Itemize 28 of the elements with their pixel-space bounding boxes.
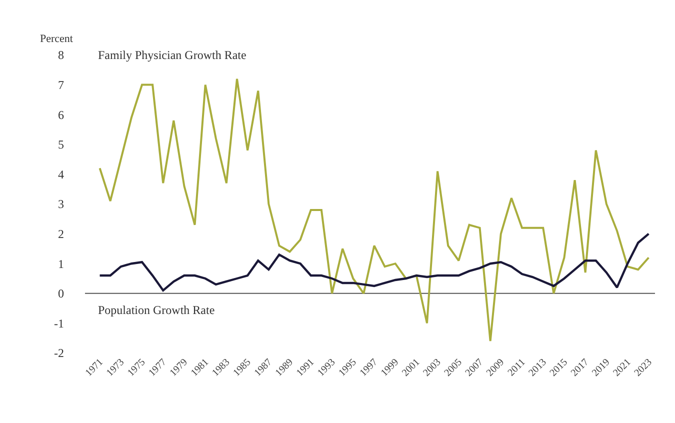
x-tick-label: 1991: [294, 356, 317, 379]
x-tick-label: 2021: [611, 356, 634, 379]
line-series: [98, 78, 650, 342]
y-tick-label: -2: [54, 346, 64, 360]
y-axis-title: Percent: [40, 33, 73, 45]
x-tick-label: 1979: [168, 356, 190, 379]
line-series: [98, 232, 650, 292]
y-tick-label: 8: [58, 48, 64, 62]
x-tick-label: 2001: [400, 356, 422, 379]
y-tick-label: 5: [58, 138, 64, 152]
x-tick-label: 1989: [274, 356, 296, 379]
x-tick-label: 1999: [379, 356, 401, 379]
series-label: Population Growth Rate: [98, 303, 215, 317]
x-tick-label: 1971: [84, 356, 106, 379]
x-tick-label: 1981: [189, 356, 211, 379]
series-label: Family Physician Growth Rate: [98, 48, 246, 62]
y-tick-label: 1: [58, 256, 64, 271]
x-tick-label: 1973: [104, 356, 127, 379]
y-tick-label: 3: [58, 197, 64, 212]
y-tick-label: 6: [58, 108, 64, 122]
y-tick-label: 0: [58, 286, 64, 301]
x-tick-label: 2011: [506, 356, 528, 379]
y-tick-label: -1: [54, 316, 64, 330]
y-tick-label: 2: [58, 227, 64, 241]
x-tick-label: 1983: [210, 356, 232, 379]
x-tick-label: 1993: [316, 356, 338, 379]
y-tick-label: 4: [58, 167, 64, 182]
y-tick-label: 7: [58, 78, 64, 92]
